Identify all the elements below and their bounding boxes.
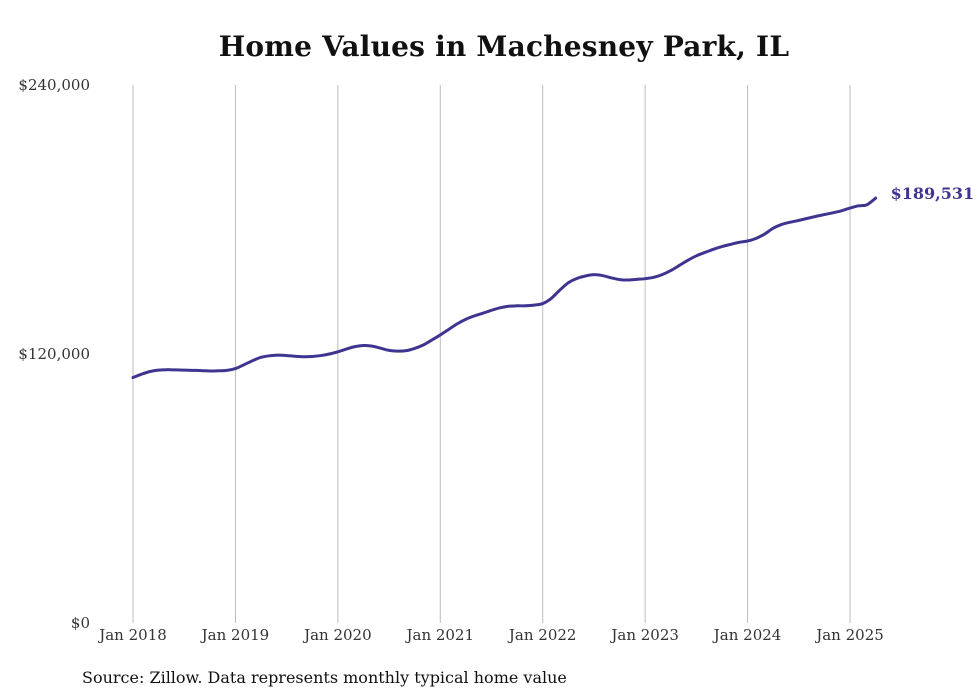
x-tick-label: Jan 2019 — [200, 626, 270, 644]
end-value-label: $189,531 — [891, 184, 975, 203]
x-tick-label: Jan 2021 — [405, 626, 475, 644]
x-tick-label: Jan 2022 — [507, 626, 577, 644]
x-tick-label: Jan 2018 — [97, 626, 167, 644]
chart-title: Home Values in Machesney Park, IL — [218, 30, 790, 63]
y-tick-label: $240,000 — [18, 76, 90, 94]
source-note: Source: Zillow. Data represents monthly … — [82, 668, 567, 687]
x-tick-label: Jan 2023 — [609, 626, 679, 644]
x-tick-label: Jan 2024 — [712, 626, 782, 644]
x-tick-label: Jan 2020 — [302, 626, 372, 644]
x-tick-label: Jan 2025 — [814, 626, 884, 644]
series-layer: $189,531 — [131, 184, 975, 380]
axis-labels: Jan 2018 Jan 2019 Jan 2020 Jan 2021 Jan 2022… — [18, 76, 883, 644]
y-tick-label: $120,000 — [18, 345, 90, 363]
y-tick-label: $0 — [71, 614, 90, 632]
series-line — [131, 196, 878, 380]
grid-lines — [132, 85, 851, 623]
